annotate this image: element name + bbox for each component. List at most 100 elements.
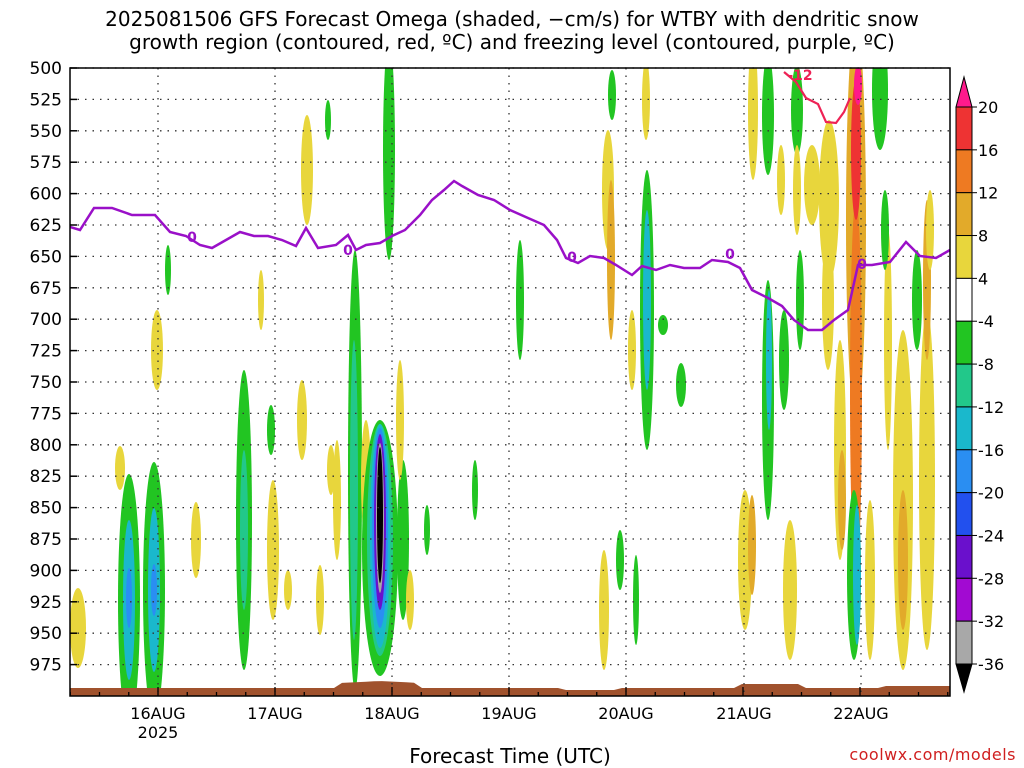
colorbar-label: -36 (978, 655, 1004, 674)
omega-shading (898, 490, 908, 630)
colorbar-label: 12 (978, 184, 998, 203)
omega-shading (350, 340, 358, 640)
x-tick-label: 22AUG (833, 704, 888, 723)
omega-shading (240, 450, 248, 610)
omega-shading (838, 450, 846, 550)
omega-shading (804, 145, 820, 225)
omega-shading (850, 200, 862, 580)
colorbar-top-arrow (955, 75, 973, 108)
colorbar-label: -8 (978, 355, 994, 374)
y-tick-label: 950 (30, 624, 62, 644)
y-tick-label: 900 (30, 561, 62, 581)
omega-shading (884, 230, 892, 450)
chart-title: 2025081506 GFS Forecast Omega (shaded, −… (0, 8, 1024, 54)
x-axis-label: Forecast Time (UTC) (409, 744, 611, 768)
colorbar-segment (955, 320, 973, 365)
freezing-contour-label: 0 (567, 250, 577, 266)
colorbar-label: -20 (978, 484, 1004, 503)
omega-shading (267, 405, 275, 455)
y-tick-label: 775 (30, 404, 62, 424)
omega-shading (796, 250, 804, 350)
colorbar-label: -4 (978, 312, 994, 331)
y-tick-label: 625 (30, 216, 62, 236)
colorbar-label: 16 (978, 141, 998, 160)
colorbar-segment (955, 406, 973, 451)
omega-shading (284, 570, 292, 610)
omega-shading (766, 290, 772, 430)
omega-shading (822, 230, 834, 370)
colorbar-label: 20 (978, 98, 998, 117)
colorbar-segment (955, 277, 973, 322)
omega-shading (165, 245, 171, 295)
omega-shading (628, 310, 636, 390)
x-year-label: 2025 (138, 723, 179, 742)
colorbar-segment (955, 492, 973, 536)
omega-shading (779, 310, 789, 410)
credit-link[interactable]: coolwx.com/models (849, 745, 1016, 764)
y-tick-label: 500 (30, 59, 62, 79)
colorbar-label: -24 (978, 526, 1004, 545)
omega-shading (151, 310, 163, 390)
omega-shading (516, 240, 524, 360)
omega-shading (607, 180, 615, 340)
omega-shading (424, 505, 430, 555)
omega-shading (643, 210, 651, 390)
colorbar-segment (955, 363, 973, 408)
colorbar-label: -12 (978, 398, 1004, 417)
omega-shading (748, 68, 758, 180)
colorbar-label: 4 (978, 269, 988, 288)
colorbar-label: -28 (978, 569, 1004, 588)
omega-shading (854, 68, 862, 105)
colorbar-segment (955, 620, 973, 665)
colorbar-label: -16 (978, 441, 1004, 460)
omega-shading (327, 445, 335, 495)
terrain (70, 681, 950, 696)
omega-shading (676, 363, 686, 407)
omega-shading (919, 310, 935, 650)
omega-shading (853, 505, 861, 645)
omega-shading (777, 145, 785, 215)
y-tick-label: 875 (30, 530, 62, 550)
colorbar-segment (955, 577, 973, 622)
y-tick-label: 975 (30, 656, 62, 676)
omega-shading (377, 447, 383, 583)
y-tick-label: 650 (30, 247, 62, 267)
x-tick-label: 16AUG (130, 704, 185, 723)
omega-shading (267, 480, 279, 620)
omega-shading (325, 100, 331, 140)
y-tick-label: 925 (30, 593, 62, 613)
omega-shading (616, 530, 624, 590)
omega-shading (633, 555, 639, 645)
colorbar-segment (955, 235, 973, 279)
x-tick-label: 17AUG (247, 704, 302, 723)
omega-shading (599, 550, 609, 670)
y-tick-label: 550 (30, 122, 62, 142)
y-tick-label: 725 (30, 342, 62, 362)
y-tick-label: 700 (30, 310, 62, 330)
y-tick-label: 575 (30, 153, 62, 173)
y-tick-label: 675 (30, 279, 62, 299)
colorbar-segment (955, 192, 973, 237)
y-tick-label: 600 (30, 185, 62, 205)
x-tick-label: 18AUG (364, 704, 419, 723)
omega-shading (297, 380, 307, 460)
y-tick-label: 750 (30, 373, 62, 393)
omega-shading (472, 460, 478, 520)
omega-shading (865, 500, 875, 660)
colorbar-segment (955, 149, 973, 194)
colorbar-label: 8 (978, 227, 988, 246)
omega-shading (926, 190, 934, 270)
omega-shading (383, 68, 395, 260)
freezing-contour-label: 0 (343, 243, 353, 259)
omega-shading (406, 570, 414, 630)
omega-shading (316, 565, 324, 635)
y-tick-label: 850 (30, 499, 62, 519)
title-line-2: growth region (contoured, red, ºC) and f… (129, 30, 895, 54)
omega-shading (793, 145, 801, 235)
omega-shading (642, 68, 650, 140)
omega-shading (126, 568, 132, 628)
omega-shading (872, 68, 888, 150)
omega-shading (819, 120, 839, 280)
colorbar-segment (955, 534, 973, 579)
